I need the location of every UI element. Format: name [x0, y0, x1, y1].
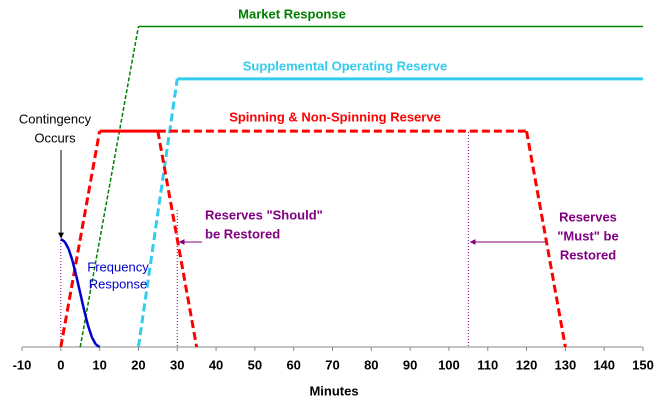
x-tick-label: 90 — [403, 357, 417, 372]
series-segment — [60, 238, 66, 243]
series-label: Response — [89, 276, 148, 291]
x-tick-label: 60 — [286, 357, 300, 372]
annotation: Reserves "Should" — [205, 207, 323, 222]
x-tick-label: 10 — [92, 357, 106, 372]
x-tick-label: 50 — [248, 357, 262, 372]
series-segment — [86, 325, 94, 338]
series-segment — [79, 26, 140, 348]
x-tick-label: 30 — [170, 357, 184, 372]
annotation: Reserves — [559, 209, 617, 224]
annotation: "Must" be — [557, 228, 618, 243]
x-tick-label: 140 — [593, 357, 615, 372]
series-segment — [75, 275, 82, 294]
series-segment — [90, 336, 97, 345]
annotation: be Restored — [205, 226, 280, 241]
series-segment — [156, 130, 199, 348]
x-tick-label: 40 — [209, 357, 223, 372]
x-tick-label: 80 — [364, 357, 378, 372]
series-segment — [136, 78, 179, 348]
x-tick-label: 20 — [131, 357, 145, 372]
annotation: Restored — [560, 247, 616, 262]
series-segment — [67, 248, 74, 262]
series-label: Spinning & Non-Spinning Reserve — [229, 109, 441, 124]
series-label: Supplemental Operating Reserve — [243, 58, 447, 73]
series-segment — [525, 130, 567, 348]
series-segment — [95, 343, 101, 349]
series-label: Market Response — [238, 6, 346, 21]
annotation: Contingency — [19, 111, 92, 126]
x-tick-label: 110 — [477, 357, 498, 372]
x-axis-title: Minutes — [309, 383, 358, 398]
x-tick-label: 100 — [438, 357, 460, 372]
x-tick-label: -10 — [13, 357, 32, 372]
x-tick-label: 150 — [632, 357, 654, 372]
annotation: Occurs — [34, 130, 76, 145]
x-tick-label: 130 — [555, 357, 577, 372]
series-segment — [82, 309, 90, 326]
x-tick-label: 0 — [57, 357, 64, 372]
x-tick-label: 120 — [516, 357, 538, 372]
series-segment — [71, 260, 78, 277]
series-segment — [63, 241, 70, 250]
series-segment — [79, 292, 86, 311]
x-tick-label: 70 — [325, 357, 339, 372]
series-label: Frequency — [87, 259, 149, 274]
series-segment — [59, 130, 102, 348]
